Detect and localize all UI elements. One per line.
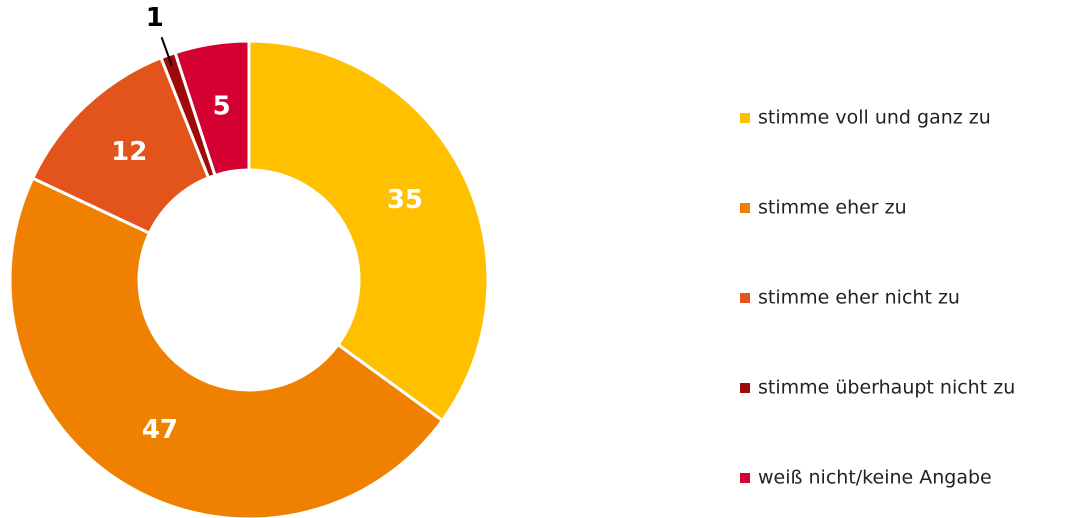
data-label: 12	[111, 137, 147, 167]
data-label: 5	[213, 92, 231, 122]
slice	[173, 39, 251, 178]
legend-label: stimme voll und ganz zu	[758, 107, 991, 129]
legend-swatch	[740, 293, 750, 303]
legend-label: stimme eher zu	[758, 197, 907, 219]
legend-swatch	[740, 113, 750, 123]
legend-swatch	[740, 473, 750, 483]
data-label: 35	[387, 185, 423, 215]
data-label: 1	[146, 3, 164, 33]
slice	[8, 176, 445, 518]
legend-label: weiß nicht/keine Angabe	[758, 467, 992, 489]
legend-label: stimme überhaupt nicht zu	[758, 377, 1015, 399]
leader-line	[160, 36, 173, 66]
legend-swatch	[740, 383, 750, 393]
slice	[247, 39, 490, 423]
data-label: 47	[142, 415, 178, 445]
legend-label: stimme eher nicht zu	[758, 287, 960, 309]
legend-swatch	[740, 203, 750, 213]
